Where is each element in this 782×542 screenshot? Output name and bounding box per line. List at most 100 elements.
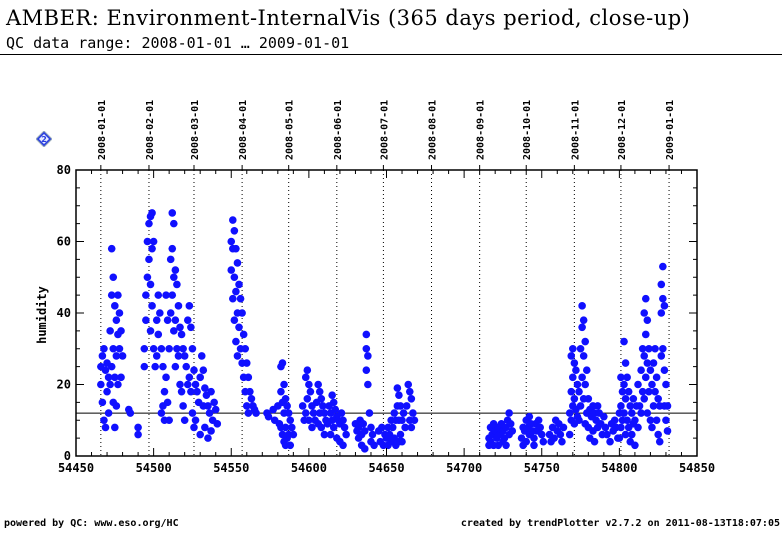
data-point: [145, 255, 153, 264]
data-point: [196, 373, 204, 382]
qc-data-range: QC data range: 2008-01-01 … 2009-01-01: [6, 34, 350, 52]
x-tick-label: 54550: [213, 461, 249, 475]
data-point: [112, 402, 121, 410]
y-tick-label: 80: [57, 163, 71, 177]
data-point: [617, 423, 625, 432]
data-point: [657, 309, 666, 317]
data-point: [572, 366, 580, 375]
data-point: [187, 323, 195, 332]
data-point: [578, 373, 586, 382]
data-point: [648, 380, 656, 389]
data-point: [160, 387, 169, 396]
data-point: [174, 302, 183, 310]
data-point: [201, 423, 209, 432]
data-point: [114, 380, 122, 389]
data-point: [103, 387, 111, 396]
data-point: [634, 423, 642, 432]
data-point: [196, 430, 204, 439]
data-point: [637, 409, 645, 417]
data-point: [405, 387, 414, 396]
data-point: [396, 402, 405, 410]
date-tick-label: 2008-11-01: [570, 100, 581, 160]
data-point: [188, 409, 197, 417]
data-point: [578, 323, 586, 332]
data-point: [567, 352, 576, 360]
data-point: [179, 344, 187, 353]
data-point: [126, 409, 135, 417]
data-point: [204, 402, 212, 410]
data-point: [157, 409, 166, 417]
data-point: [404, 380, 413, 389]
data-point: [170, 327, 178, 335]
data-point: [662, 416, 670, 425]
data-point: [109, 273, 118, 282]
data-point: [171, 362, 180, 371]
data-point: [360, 427, 369, 435]
data-point: [620, 409, 628, 417]
data-point: [631, 416, 639, 425]
data-point: [508, 427, 517, 435]
data-point: [242, 402, 251, 410]
data-point: [631, 441, 639, 450]
data-point: [185, 373, 194, 382]
data-point: [183, 380, 192, 389]
data-point: [635, 402, 644, 410]
data-point: [629, 395, 638, 403]
data-point: [210, 398, 218, 407]
data-point: [180, 416, 189, 425]
data-point: [239, 330, 248, 339]
data-point: [213, 420, 222, 428]
data-point: [287, 423, 296, 432]
data-point: [567, 387, 576, 396]
data-point: [536, 423, 544, 432]
data-point: [660, 302, 669, 310]
data-point: [199, 366, 208, 375]
data-point: [157, 344, 166, 353]
data-point: [134, 430, 142, 439]
date-tick-label: 2008-06-01: [333, 100, 344, 160]
data-point: [190, 366, 198, 375]
data-point: [362, 344, 371, 353]
data-point: [232, 287, 240, 296]
data-point: [638, 344, 647, 353]
data-point: [117, 373, 125, 382]
data-point: [581, 337, 590, 346]
x-tick-label: 54750: [524, 461, 560, 475]
data-point: [151, 362, 159, 371]
data-point: [657, 352, 666, 360]
data-point: [107, 291, 116, 299]
data-point: [283, 402, 291, 410]
data-point: [652, 373, 661, 382]
help-diamond-icon[interactable]: 2: [36, 131, 52, 147]
data-point: [104, 373, 113, 382]
data-point: [569, 373, 577, 382]
data-point: [655, 437, 664, 446]
data-point: [284, 409, 293, 417]
data-point: [550, 434, 558, 442]
data-point: [187, 387, 195, 396]
data-point: [227, 266, 236, 274]
data-point: [398, 416, 406, 425]
data-point: [154, 291, 163, 299]
page-title: AMBER: Environment-InternalVis (365 days…: [6, 6, 691, 30]
data-point: [590, 437, 599, 446]
data-point: [230, 316, 239, 324]
data-point: [659, 344, 667, 353]
data-point: [621, 359, 630, 367]
data-point: [505, 409, 513, 417]
data-point: [534, 416, 543, 425]
data-point: [537, 430, 546, 439]
data-point: [148, 302, 156, 310]
date-tick-label: 2008-12-01: [617, 100, 628, 160]
data-point: [156, 309, 164, 317]
data-point: [106, 380, 114, 389]
data-point: [659, 262, 667, 271]
y-tick-label: 40: [57, 306, 71, 320]
data-point: [107, 244, 116, 253]
data-point: [651, 387, 659, 396]
data-point: [329, 398, 338, 407]
data-point: [328, 391, 336, 400]
data-point: [645, 387, 653, 396]
data-point: [638, 387, 647, 396]
